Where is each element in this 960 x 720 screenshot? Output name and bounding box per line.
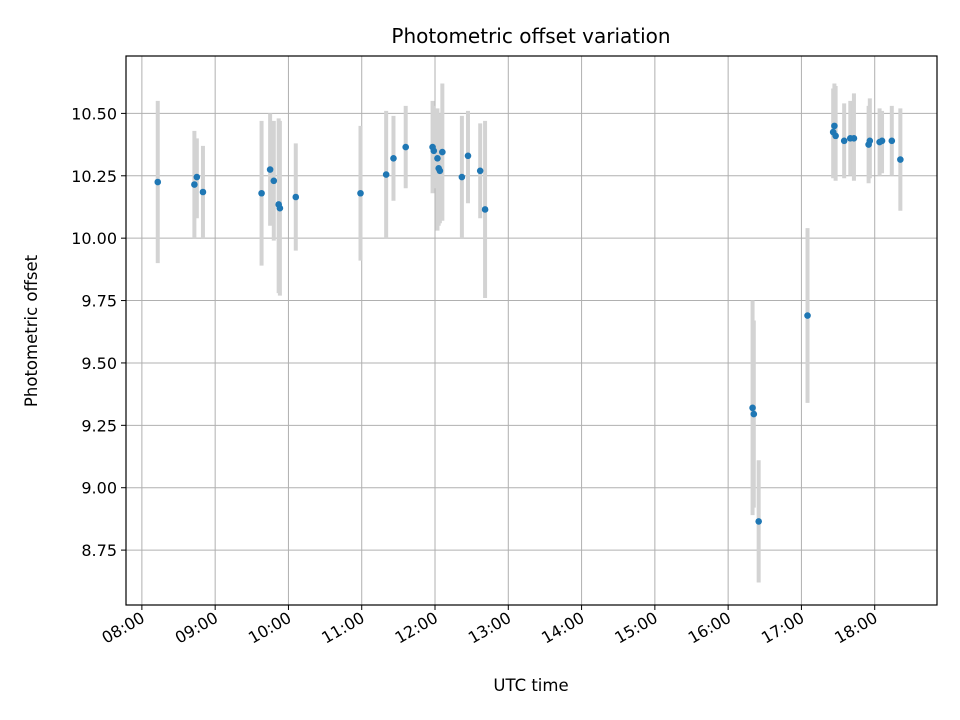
data-point bbox=[888, 137, 896, 145]
data-points bbox=[154, 122, 904, 525]
data-point bbox=[804, 312, 811, 319]
data-point bbox=[439, 148, 446, 156]
y-tick-label: 8.75 bbox=[81, 541, 117, 560]
data-point bbox=[749, 404, 756, 412]
data-point bbox=[850, 135, 858, 142]
data-point bbox=[866, 137, 874, 145]
data-point bbox=[199, 188, 207, 196]
data-point bbox=[357, 189, 364, 197]
data-point bbox=[434, 155, 441, 162]
data-point bbox=[270, 177, 278, 185]
plot-frame bbox=[125, 55, 938, 606]
data-point bbox=[755, 518, 762, 525]
chart-title: Photometric offset variation bbox=[391, 24, 670, 48]
data-point bbox=[750, 410, 758, 418]
grid bbox=[126, 56, 937, 605]
data-point bbox=[464, 152, 472, 160]
data-point bbox=[832, 132, 839, 140]
x-axis-label: UTC time bbox=[493, 676, 568, 695]
data-point bbox=[154, 178, 162, 186]
data-point bbox=[402, 143, 409, 151]
data-point bbox=[476, 167, 484, 175]
y-tick-label: 10.00 bbox=[71, 229, 117, 248]
data-point bbox=[193, 173, 201, 181]
y-tick-label: 9.25 bbox=[81, 416, 117, 435]
data-point bbox=[430, 147, 438, 155]
data-point bbox=[390, 155, 397, 162]
y-tick-label: 9.75 bbox=[81, 292, 117, 311]
data-point bbox=[382, 171, 390, 178]
data-point bbox=[258, 189, 265, 197]
data-point bbox=[878, 137, 886, 145]
data-point bbox=[292, 193, 300, 201]
data-point bbox=[266, 166, 274, 173]
y-tick-label: 10.50 bbox=[71, 104, 117, 123]
data-point bbox=[458, 173, 466, 181]
y-axis-ticks: 8.75 9.00 9.25 9.50 9.75 10.00 10.25 10.50 bbox=[71, 104, 126, 560]
y-tick-label: 10.25 bbox=[71, 167, 117, 186]
y-tick-label: 9.50 bbox=[81, 354, 117, 373]
data-point bbox=[840, 137, 848, 145]
data-point bbox=[191, 181, 198, 188]
data-point bbox=[897, 156, 904, 163]
data-point bbox=[831, 122, 838, 130]
y-axis-label: Photometric offset bbox=[22, 254, 41, 407]
data-point bbox=[276, 204, 284, 212]
y-tick-label: 9.00 bbox=[81, 479, 117, 498]
data-point bbox=[436, 167, 444, 175]
data-point bbox=[481, 206, 489, 213]
